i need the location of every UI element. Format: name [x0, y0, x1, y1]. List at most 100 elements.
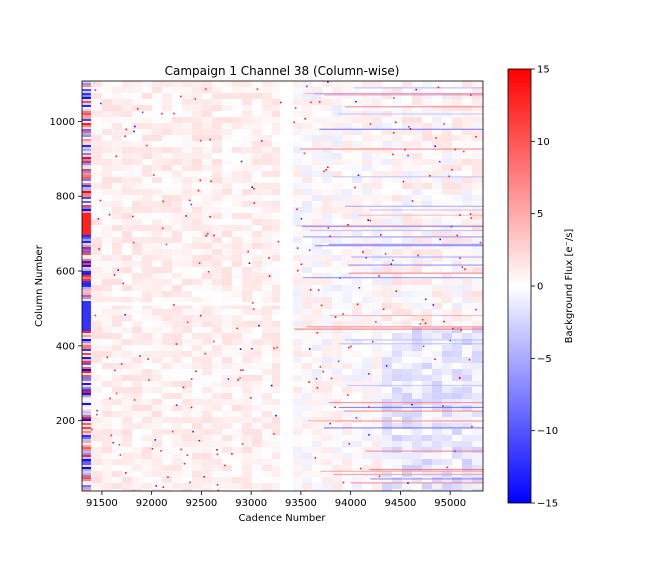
heatmap-cell — [122, 453, 132, 459]
heatmap-cell — [442, 441, 452, 447]
heatmap-cell — [92, 447, 102, 453]
edge-band-stripe — [82, 189, 91, 191]
heatmap-cell — [472, 231, 482, 237]
heatmap-cell — [392, 333, 402, 339]
heatmap-cell — [312, 147, 322, 153]
heatmap-cell — [292, 471, 302, 477]
heatmap-cell — [382, 303, 392, 309]
heatmap-cell — [482, 81, 483, 87]
heatmap-cell — [232, 351, 242, 357]
heatmap-cell — [122, 267, 132, 273]
heatmap-cell — [182, 387, 192, 393]
heatmap-cell — [162, 267, 172, 273]
outlier-pixel — [327, 81, 329, 83]
heatmap-cell — [242, 405, 252, 411]
outlier-pixel — [367, 219, 370, 221]
outlier-pixel — [199, 139, 202, 142]
heatmap-cell — [192, 339, 202, 345]
heatmap-cell — [322, 267, 332, 273]
heatmap-cell — [352, 357, 362, 363]
heatmap-cell — [292, 153, 302, 159]
heatmap-cell — [192, 279, 202, 285]
heatmap-cell — [422, 189, 432, 195]
heatmap-cell — [432, 117, 442, 123]
heatmap-cell — [192, 441, 202, 447]
heatmap-cell — [382, 411, 392, 417]
heatmap-cell — [342, 303, 352, 309]
heatmap-cell — [142, 111, 152, 117]
heatmap-cell — [232, 87, 242, 93]
heatmap-cell — [232, 243, 242, 249]
edge-band-stripe — [82, 225, 91, 227]
heatmap-cell — [322, 261, 332, 267]
heatmap-cell — [462, 159, 472, 165]
heatmap-cell — [102, 345, 112, 351]
heatmap-cell — [192, 183, 202, 189]
heatmap-cell — [192, 375, 202, 381]
heatmap-cell — [322, 147, 332, 153]
heatmap-cell — [222, 189, 232, 195]
heatmap-cell — [102, 357, 112, 363]
heatmap-cell — [292, 189, 302, 195]
heatmap-cell — [272, 279, 282, 285]
edge-band-stripe — [82, 101, 91, 103]
heatmap-cell — [442, 255, 452, 261]
heatmap-cell — [382, 189, 392, 195]
heatmap-cell — [302, 153, 312, 159]
heatmap-cell — [272, 339, 282, 345]
heatmap-cell — [262, 465, 272, 471]
heatmap-cell — [362, 249, 372, 255]
edge-band-stripe — [82, 429, 91, 431]
heatmap-cell — [262, 81, 272, 87]
heatmap-cell — [172, 279, 182, 285]
heatmap-cell — [212, 237, 222, 243]
heatmap-cell — [222, 207, 232, 213]
streak-line — [300, 148, 483, 150]
heatmap-cell — [182, 273, 192, 279]
edge-band-stripe — [82, 439, 91, 441]
heatmap-cell — [322, 105, 332, 111]
heatmap-cell — [482, 177, 483, 183]
outlier-pixel — [449, 339, 452, 342]
heatmap-cell — [342, 363, 352, 369]
heatmap-cell — [92, 219, 102, 225]
heatmap-cell — [422, 483, 432, 489]
heatmap-cell — [322, 213, 332, 219]
edge-band-stripe — [82, 347, 91, 349]
heatmap-cell — [242, 81, 252, 87]
heatmap-cell — [142, 435, 152, 441]
heatmap-cell — [462, 459, 472, 465]
heatmap-cell — [152, 237, 162, 243]
heatmap-cell — [162, 243, 172, 249]
heatmap-cell — [332, 279, 342, 285]
heatmap-cell — [212, 369, 222, 375]
heatmap-cell — [152, 267, 162, 273]
heatmap-cell — [452, 201, 462, 207]
heatmap-cell — [382, 123, 392, 129]
heatmap-cell — [472, 465, 482, 471]
heatmap-cell — [112, 183, 122, 189]
heatmap-cell — [452, 411, 462, 417]
heatmap-cell — [452, 333, 462, 339]
heatmap-cell — [392, 435, 402, 441]
heatmap-cell — [222, 363, 232, 369]
heatmap-cell — [92, 315, 102, 321]
heatmap-cell — [252, 369, 262, 375]
heatmap-cell — [392, 129, 402, 135]
heatmap-cell — [292, 417, 302, 423]
heatmap-cell — [352, 363, 362, 369]
heatmap-cell — [452, 117, 462, 123]
heatmap-cell — [422, 183, 432, 189]
heatmap-cell — [322, 363, 332, 369]
heatmap-cell — [292, 381, 302, 387]
heatmap-cell — [132, 423, 142, 429]
heatmap-cell — [202, 201, 212, 207]
heatmap-cell — [452, 237, 462, 243]
heatmap-cell — [422, 303, 432, 309]
heatmap-cell — [252, 423, 262, 429]
outlier-pixel — [258, 324, 260, 327]
heatmap-cell — [102, 261, 112, 267]
heatmap-cell — [472, 303, 482, 309]
heatmap-cell — [392, 459, 402, 465]
heatmap-cell — [352, 309, 362, 315]
